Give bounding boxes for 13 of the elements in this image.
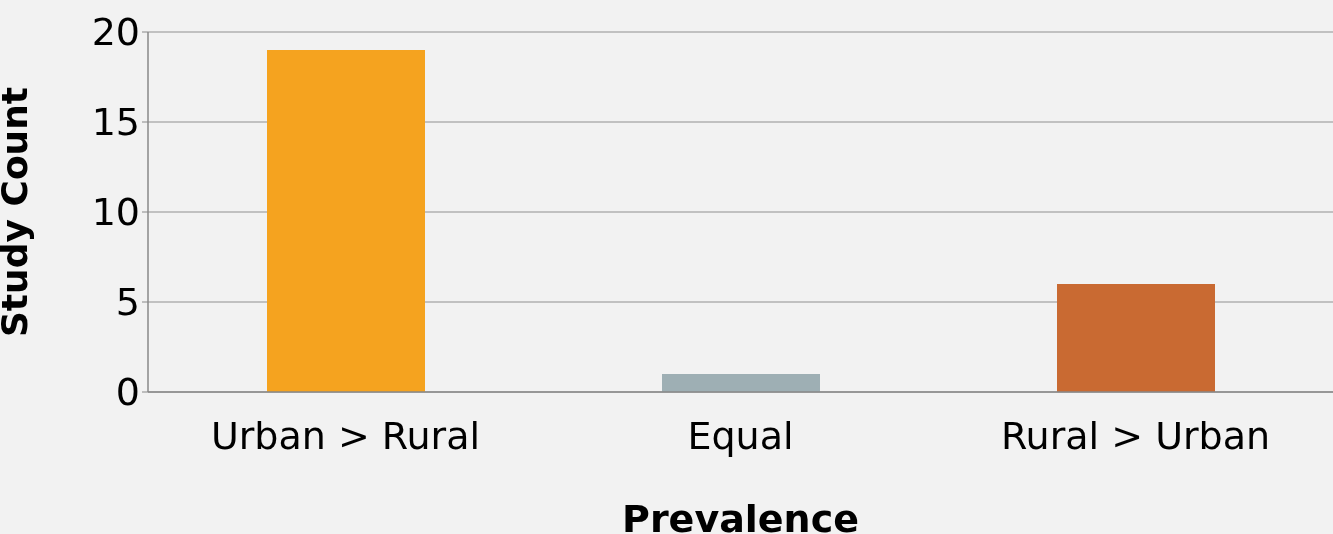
x-axis-title: Prevalence bbox=[622, 497, 859, 534]
x-tick-label: Rural > Urban bbox=[1000, 413, 1271, 458]
y-axis-title: Study Count bbox=[0, 86, 35, 338]
bar bbox=[267, 50, 425, 392]
y-tick-label: 15 bbox=[91, 100, 140, 145]
bar bbox=[1057, 284, 1215, 392]
y-tick-label: 5 bbox=[115, 280, 140, 325]
x-tick-label: Urban > Rural bbox=[210, 413, 481, 458]
x-tick-label: Equal bbox=[687, 413, 794, 458]
y-tick-label: 0 bbox=[115, 370, 140, 415]
bar bbox=[662, 374, 820, 392]
y-tick-label: 20 bbox=[91, 10, 140, 55]
y-tick-label: 10 bbox=[91, 190, 140, 235]
